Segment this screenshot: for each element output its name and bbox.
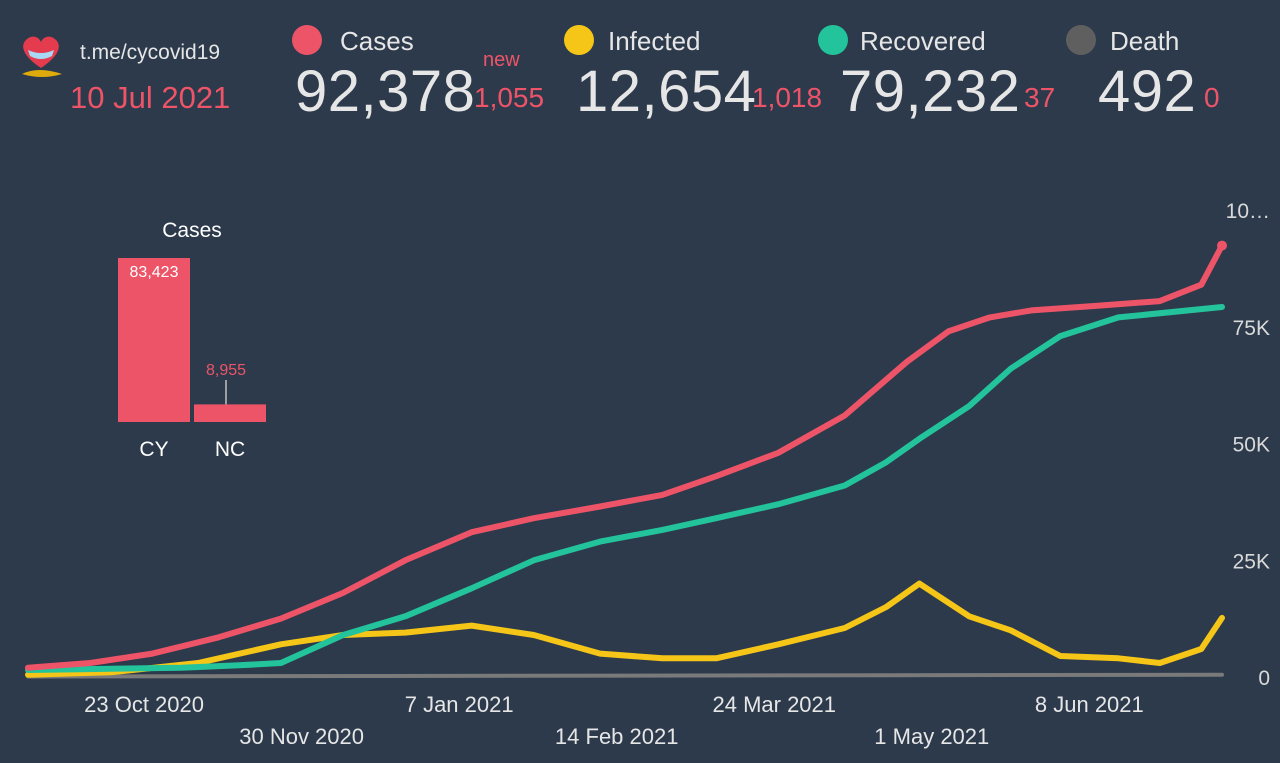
series-line-death (26, 672, 1224, 679)
inset-bar-nc (194, 404, 266, 422)
x-tick-label: 23 Oct 2020 (84, 692, 204, 717)
infected-new: 1,018 (752, 82, 823, 113)
source-link[interactable]: t.me/cycovid19 (80, 41, 221, 64)
x-tick-label: 30 Nov 2020 (239, 724, 364, 749)
recovered-dot-icon (818, 25, 848, 55)
y-tick-label: 0 (1258, 667, 1270, 690)
new-label: new (483, 49, 520, 71)
inset-category-label: NC (215, 438, 245, 461)
cases-label: Cases (340, 26, 414, 56)
cases-new: 1,055 (474, 82, 545, 113)
y-tick-label: 10… (1226, 200, 1270, 223)
x-tick-label: 7 Jan 2021 (405, 692, 514, 717)
inset-value-label: 83,423 (130, 264, 179, 281)
recovered-label: Recovered (860, 26, 986, 56)
infected-dot-icon (564, 25, 594, 55)
series-line-infected (25, 580, 1225, 678)
x-tick-label: 1 May 2021 (874, 724, 989, 749)
death-value: 492 (1098, 59, 1197, 124)
x-tick-label: 14 Feb 2021 (555, 724, 679, 749)
series-line-cases (25, 242, 1225, 671)
inset-category-label: CY (139, 438, 168, 461)
infected-label: Infected (608, 26, 701, 56)
recovered-value: 79,232 (840, 59, 1021, 124)
y-tick-label: 75K (1233, 317, 1270, 340)
inset-bar-cy (118, 258, 190, 422)
cases-dot-icon (292, 25, 322, 55)
infected-value: 12,654 (576, 59, 757, 124)
inset-chart-title: Cases (162, 219, 222, 242)
series-line-recovered (25, 304, 1225, 673)
report-date: 10 Jul 2021 (70, 80, 231, 115)
death-label: Death (1110, 26, 1180, 56)
y-tick-label: 50K (1233, 434, 1270, 457)
cases-end-point (1217, 240, 1227, 251)
recovered-new: 37 (1024, 82, 1056, 113)
inset-value-label: 8,955 (206, 362, 246, 379)
heart-logo-icon (18, 28, 70, 84)
death-dot-icon (1066, 25, 1096, 55)
cases-value: 92,378 (295, 59, 476, 124)
death-new: 0 (1204, 82, 1220, 113)
x-tick-label: 24 Mar 2021 (712, 692, 836, 717)
x-tick-label: 8 Jun 2021 (1035, 692, 1144, 717)
y-tick-label: 25K (1233, 550, 1270, 573)
